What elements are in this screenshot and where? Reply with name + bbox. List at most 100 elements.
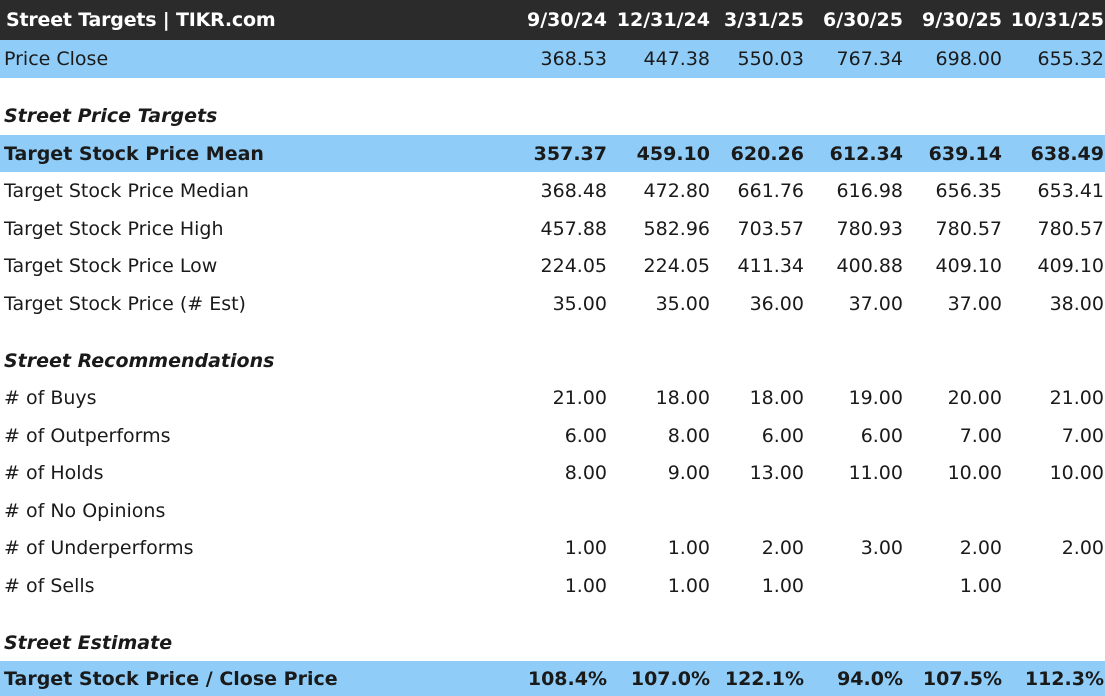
table-cell: 655.32 <box>1037 48 1104 70</box>
table-row-no-opinions: # of No Opinions <box>0 492 1105 529</box>
table-cell: 7.00 <box>1061 424 1104 447</box>
table-cell: 703.57 <box>737 217 804 240</box>
table-cell: 8.00 <box>564 461 607 484</box>
table-cell: 20.00 <box>947 386 1002 409</box>
row-label: Target Stock Price High <box>4 217 224 240</box>
table-cell: 639.14 <box>928 142 1002 165</box>
date-header-1: 9/30/24 <box>527 9 607 31</box>
table-cell: 780.93 <box>836 217 903 240</box>
table-cell: 1.00 <box>667 536 710 559</box>
table-cell: 409.10 <box>935 254 1002 277</box>
date-header-6: 10/31/25 <box>1010 9 1104 31</box>
table-cell: 21.00 <box>1049 386 1104 409</box>
table-cell: 18.00 <box>655 386 710 409</box>
section-heading-recommendations: Street Recommendations <box>0 342 1105 379</box>
table-cell: 36.00 <box>749 292 804 315</box>
table-cell: 11.00 <box>848 461 903 484</box>
table-row-target-high: Target Stock Price High 457.88 582.96 70… <box>0 210 1105 247</box>
header-row: Street Targets | TIKR.com 9/30/24 12/31/… <box>0 0 1105 40</box>
table-cell: 1.00 <box>761 574 804 597</box>
row-label: Target Stock Price (# Est) <box>4 292 246 315</box>
table-row-target-low: Target Stock Price Low 224.05 224.05 411… <box>0 247 1105 284</box>
table-cell: 400.88 <box>836 254 903 277</box>
table-cell: 108.4% <box>527 667 607 690</box>
table-cell: 616.98 <box>836 179 903 202</box>
table-cell: 10.00 <box>947 461 1002 484</box>
table-cell: 698.00 <box>935 48 1002 70</box>
row-label: # of No Opinions <box>4 499 166 522</box>
table-cell: 19.00 <box>848 386 903 409</box>
table-cell: 94.0% <box>837 667 903 690</box>
table-cell: 7.00 <box>959 424 1002 447</box>
table-row-holds: # of Holds 8.00 9.00 13.00 11.00 10.00 1… <box>0 454 1105 491</box>
table-cell: 38.00 <box>1049 292 1104 315</box>
section-title: Street Estimate <box>4 631 173 654</box>
table-cell: 1.00 <box>564 536 607 559</box>
row-label: Target Stock Price Mean <box>4 142 264 165</box>
table-cell: 37.00 <box>947 292 1002 315</box>
table-cell: 35.00 <box>552 292 607 315</box>
table-cell: 2.00 <box>959 536 1002 559</box>
table-cell: 6.00 <box>860 424 903 447</box>
section-title: Street Price Targets <box>4 104 218 127</box>
table-cell: 13.00 <box>749 461 804 484</box>
table-cell: 1.00 <box>564 574 607 597</box>
table-cell: 409.10 <box>1037 254 1104 277</box>
table-title: Street Targets | TIKR.com <box>6 9 276 31</box>
table-cell: 780.57 <box>935 217 1002 240</box>
table-cell: 472.80 <box>643 179 710 202</box>
table-cell: 35.00 <box>655 292 710 315</box>
table-cell: 122.1% <box>724 667 804 690</box>
table-cell: 37.00 <box>848 292 903 315</box>
table-cell: 6.00 <box>761 424 804 447</box>
row-label: # of Holds <box>4 461 104 484</box>
date-header-4: 6/30/25 <box>823 9 903 31</box>
row-label: Target Stock Price / Close Price <box>4 667 338 690</box>
table-cell: 6.00 <box>564 424 607 447</box>
table-row-outperforms: # of Outperforms 6.00 8.00 6.00 6.00 7.0… <box>0 417 1105 454</box>
table-cell: 21.00 <box>552 386 607 409</box>
table-cell: 767.34 <box>836 48 903 70</box>
row-label: # of Underperforms <box>4 536 194 559</box>
section-title: Street Recommendations <box>4 349 275 372</box>
table-row-target-est: Target Stock Price (# Est) 35.00 35.00 3… <box>0 285 1105 322</box>
table-cell: 638.49 <box>1030 142 1104 165</box>
table-cell: 2.00 <box>1061 536 1104 559</box>
table-cell: 368.53 <box>540 48 607 70</box>
row-label: Price Close <box>4 48 109 70</box>
table-row-sells: # of Sells 1.00 1.00 1.00 1.00 <box>0 567 1105 604</box>
table-cell: 3.00 <box>860 536 903 559</box>
table-cell: 661.76 <box>737 179 804 202</box>
section-heading-price-targets: Street Price Targets <box>0 97 1105 134</box>
table-row-target-close-ratio: Target Stock Price / Close Price 108.4% … <box>0 661 1105 696</box>
table-cell: 457.88 <box>540 217 607 240</box>
table-cell: 9.00 <box>667 461 710 484</box>
table-cell: 780.57 <box>1037 217 1104 240</box>
table-cell: 107.5% <box>922 667 1002 690</box>
row-label: # of Sells <box>4 574 95 597</box>
table-cell: 1.00 <box>667 574 710 597</box>
table-cell: 1.00 <box>959 574 1002 597</box>
table-cell: 653.41 <box>1037 179 1104 202</box>
table-cell: 368.48 <box>540 179 607 202</box>
row-label: # of Buys <box>4 386 97 409</box>
table-row-target-median: Target Stock Price Median 368.48 472.80 … <box>0 172 1105 209</box>
table-cell: 447.38 <box>643 48 710 70</box>
table-cell: 620.26 <box>730 142 804 165</box>
date-header-5: 9/30/25 <box>922 9 1002 31</box>
table-cell: 224.05 <box>540 254 607 277</box>
table-cell: 224.05 <box>643 254 710 277</box>
table-row-buys: # of Buys 21.00 18.00 18.00 19.00 20.00 … <box>0 379 1105 416</box>
date-header-2: 12/31/24 <box>616 9 710 31</box>
date-header-3: 3/31/25 <box>724 9 804 31</box>
section-heading-estimate: Street Estimate <box>0 624 1105 661</box>
table-cell: 656.35 <box>935 179 1002 202</box>
table-cell: 107.0% <box>630 667 710 690</box>
table-cell: 459.10 <box>636 142 710 165</box>
table-cell: 18.00 <box>749 386 804 409</box>
table-cell: 112.3% <box>1024 667 1104 690</box>
table-cell: 357.37 <box>533 142 607 165</box>
table-cell: 10.00 <box>1049 461 1104 484</box>
table-cell: 411.34 <box>737 254 804 277</box>
